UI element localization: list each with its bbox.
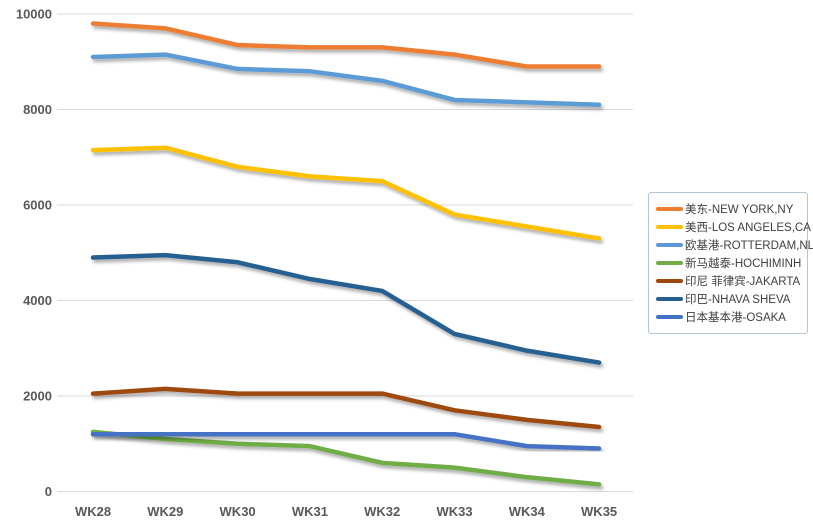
legend-item-new-york[interactable]: 美东-NEW YORK,NY: [656, 200, 801, 218]
legend-swatch-icon: [656, 297, 683, 301]
x-axis-tick-label: WK33: [436, 504, 472, 519]
legend-label: 印尼 菲律宾-JAKARTA: [685, 276, 801, 288]
x-axis-tick-label: WK34: [509, 504, 546, 519]
y-axis-tick-label: 8000: [23, 102, 52, 117]
legend-item-rotterdam[interactable]: 欧基港-ROTTERDAM,NL: [656, 236, 813, 254]
legend-swatch-icon: [656, 225, 683, 229]
x-axis-tick-label: WK30: [220, 504, 256, 519]
x-axis-tick-label: WK35: [581, 504, 617, 519]
series-line-hochiminh[interactable]: [90, 429, 602, 487]
legend[interactable]: 美东-NEW YORK,NY 美西-LOS ANGELES,CA 欧基港-ROTTE…: [648, 192, 813, 334]
x-axis-tick-label: WK29: [147, 504, 183, 519]
x-axis-tick-label: WK31: [292, 504, 328, 519]
legend-label: 印巴-NHAVA SHEVA: [685, 294, 791, 306]
series-line-jakarta[interactable]: [90, 386, 602, 430]
legend-label: 美西-LOS ANGELES,CA: [685, 222, 811, 234]
legend-item-hochiminh[interactable]: 新马越泰-HOCHIMINH: [656, 254, 801, 272]
legend-item-los-angeles[interactable]: 美西-LOS ANGELES,CA: [656, 218, 811, 236]
legend-swatch-icon: [656, 315, 683, 319]
series-line-nhava-sheva[interactable]: [90, 252, 602, 365]
legend-label: 日本基本港-OSAKA: [685, 312, 786, 324]
legend-item-jakarta[interactable]: 印尼 菲律宾-JAKARTA: [656, 272, 801, 290]
legend-swatch-icon: [656, 279, 683, 283]
y-axis-tick-label: 4000: [23, 293, 52, 308]
y-axis-tick-label: 2000: [23, 389, 52, 404]
x-axis-tick-label: WK32: [364, 504, 400, 519]
legend-swatch-icon: [656, 243, 683, 247]
series-lines: [90, 21, 602, 487]
legend-label: 美东-NEW YORK,NY: [685, 204, 794, 216]
y-axis-tick-label: 10000: [16, 7, 52, 22]
y-axis-tick-label: 0: [45, 484, 52, 499]
series-line-osaka[interactable]: [90, 431, 602, 451]
series-line-los-angeles[interactable]: [90, 145, 602, 241]
x-axis-labels: WK28 WK29 WK30 WK31 WK32 WK33 WK34 WK35: [75, 504, 617, 519]
legend-swatch-icon: [656, 261, 683, 265]
legend-item-osaka[interactable]: 日本基本港-OSAKA: [656, 308, 801, 326]
legend-label: 欧基港-ROTTERDAM,NL: [685, 240, 813, 252]
gridlines: [57, 13, 633, 492]
legend-label: 新马越泰-HOCHIMINH: [685, 258, 802, 270]
y-axis-labels: 0 2000 4000 6000 8000 10000: [16, 7, 52, 500]
x-axis-tick-label: WK28: [75, 504, 111, 519]
series-line-new-york[interactable]: [90, 21, 602, 69]
y-axis-tick-label: 6000: [23, 198, 52, 213]
series-line-rotterdam[interactable]: [90, 52, 602, 107]
legend-item-nhava-sheva[interactable]: 印巴-NHAVA SHEVA: [656, 290, 801, 308]
legend-swatch-icon: [656, 207, 683, 211]
